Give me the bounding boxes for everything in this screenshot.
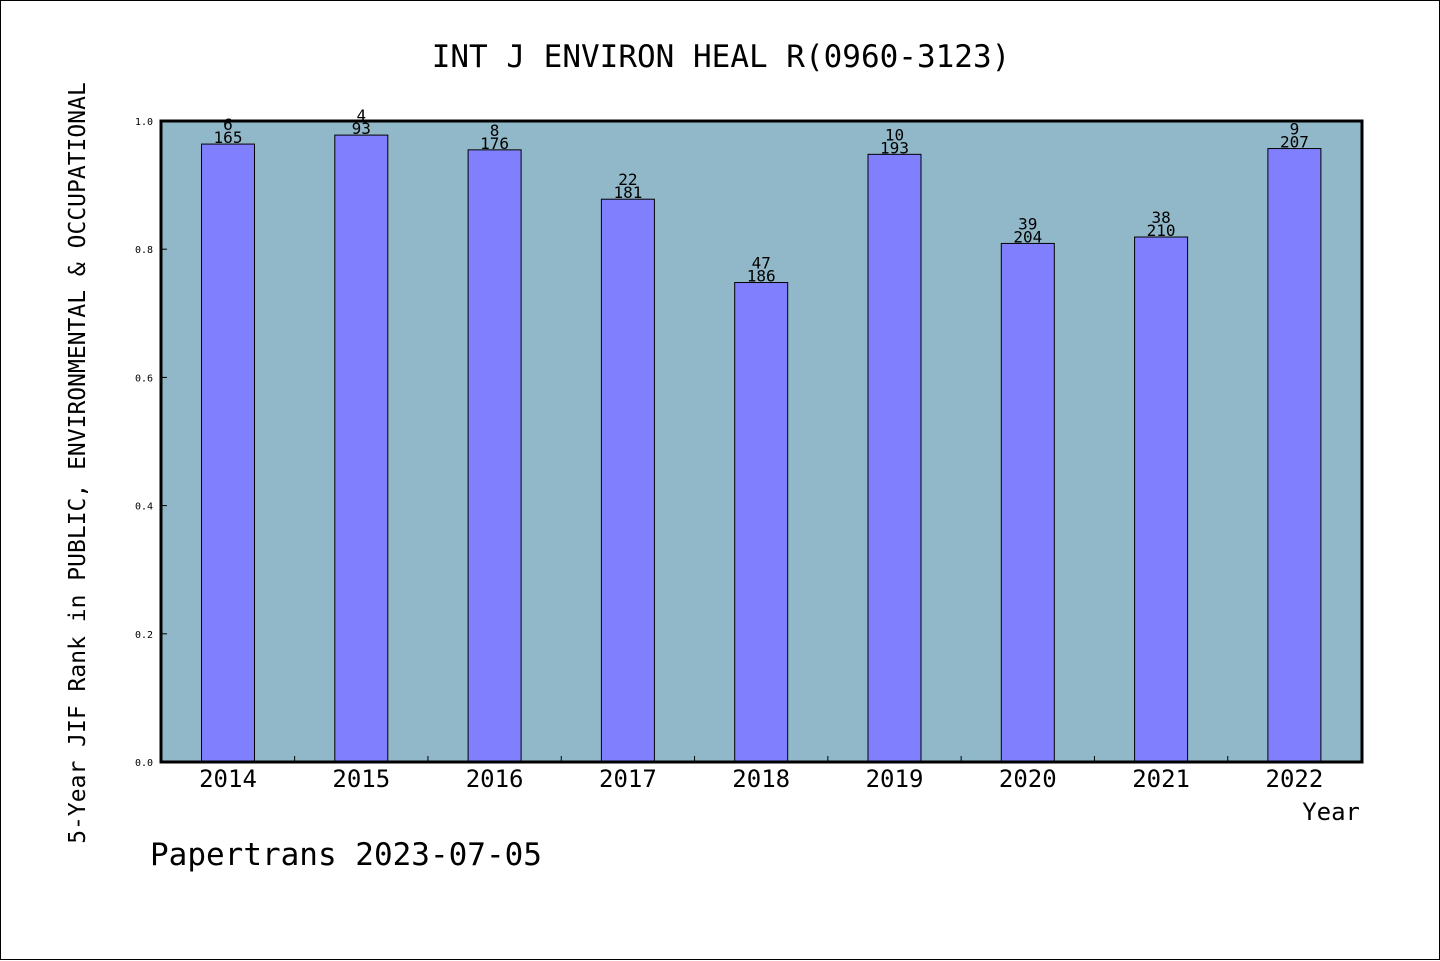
bar-2021 xyxy=(1134,236,1189,763)
total-label: 204 xyxy=(1013,227,1042,246)
rank-label: 6 xyxy=(223,115,233,134)
bar-2015 xyxy=(334,134,389,763)
x-tick-label: 2020 xyxy=(999,765,1057,793)
bar-2019 xyxy=(867,153,922,763)
y-axis-label: 5-Year JIF Rank in PUBLIC, ENVIRONMENTAL… xyxy=(65,82,91,844)
rank-label: 39 xyxy=(1018,214,1037,233)
total-label: 165 xyxy=(214,128,243,147)
total-label: 193 xyxy=(880,138,909,157)
total-label: 176 xyxy=(480,134,509,153)
x-tick-label: 2019 xyxy=(866,765,924,793)
bar-2020 xyxy=(1000,242,1055,763)
rank-label: 47 xyxy=(752,254,771,273)
plot-border xyxy=(159,119,1364,764)
bar-series xyxy=(201,134,1322,763)
footer-credit: Papertrans 2023-07-05 xyxy=(150,837,542,873)
bar-2022 xyxy=(1267,148,1322,763)
total-label: 207 xyxy=(1280,133,1309,152)
bar-2017 xyxy=(600,198,655,763)
rank-label: 8 xyxy=(490,121,500,140)
x-tick-label: 2016 xyxy=(466,765,524,793)
bar-2018 xyxy=(734,282,789,763)
bar-2016 xyxy=(467,149,522,763)
x-tick-label: 2017 xyxy=(599,765,657,793)
total-label: 181 xyxy=(613,183,642,202)
y-tick-label: 0.0 xyxy=(135,758,153,769)
x-axis-ticks: 2014 2015 2016 2017 2018 2019 2020 2021 2022 xyxy=(160,756,1362,793)
total-label: 186 xyxy=(747,267,776,286)
y-tick-label: 0.2 xyxy=(135,630,153,641)
x-tick-label: 2022 xyxy=(1266,765,1324,793)
x-tick-label: 2021 xyxy=(1132,765,1190,793)
x-tick-label: 2015 xyxy=(332,765,390,793)
x-tick-label: 2018 xyxy=(732,765,790,793)
y-tick-label: 0.4 xyxy=(135,502,153,513)
chart-title: INT J ENVIRON HEAL R(0960-3123) xyxy=(432,39,1011,75)
y-tick-label: 1.0 xyxy=(135,117,153,128)
y-tick-label: 0.6 xyxy=(135,373,153,384)
x-axis-label: Year xyxy=(1302,798,1360,826)
rank-label: 4 xyxy=(356,106,366,125)
total-label: 93 xyxy=(352,119,371,138)
x-tick-label: 2014 xyxy=(199,765,257,793)
rank-label: 38 xyxy=(1151,208,1170,227)
rank-label: 10 xyxy=(885,125,904,144)
rank-label: 9 xyxy=(1290,120,1300,139)
total-label: 210 xyxy=(1147,221,1176,240)
y-tick-label: 0.8 xyxy=(135,245,153,256)
rank-label: 22 xyxy=(618,170,637,189)
bar-2014 xyxy=(201,143,255,763)
